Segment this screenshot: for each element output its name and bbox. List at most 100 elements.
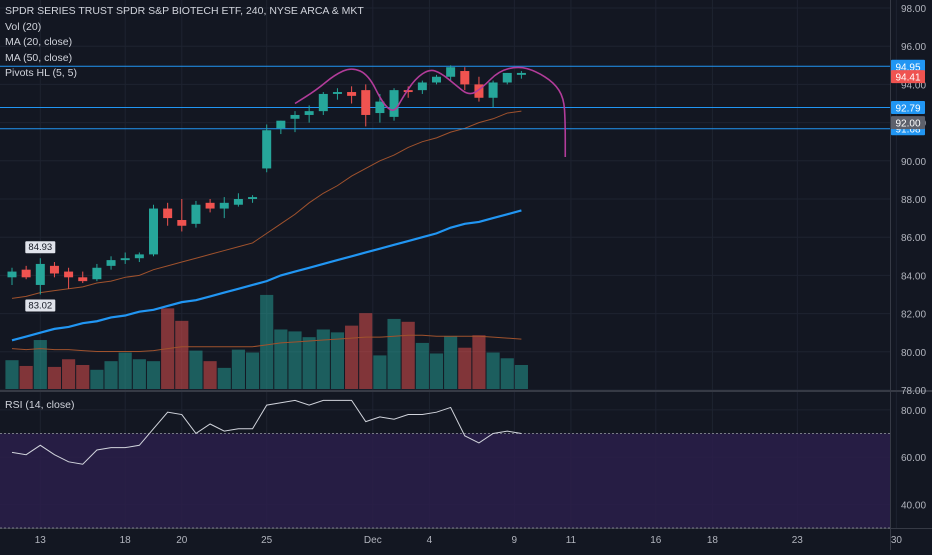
candle-body bbox=[163, 208, 173, 219]
indicator-pivots-label[interactable]: Pivots HL (5, 5) bbox=[5, 67, 77, 79]
volume-bar bbox=[245, 352, 260, 389]
volume-bar bbox=[189, 350, 203, 389]
price-tick-label: 90.00 bbox=[901, 157, 926, 168]
price-tick-label: 96.00 bbox=[901, 42, 926, 53]
time-tick-label: 9 bbox=[512, 535, 518, 546]
volume-bar bbox=[288, 331, 302, 389]
candle-body bbox=[375, 101, 385, 114]
horizontal-levels bbox=[0, 65, 890, 130]
ma20-line bbox=[11, 110, 522, 299]
volume-bar bbox=[359, 313, 373, 389]
price-axis: 98.00 96.00 94.00 92.00 90.00 88.00 86.00 84.00… bbox=[891, 4, 926, 397]
volume-bar bbox=[146, 361, 161, 389]
indicator-volume-label[interactable]: Vol (20) bbox=[5, 20, 42, 33]
volume-bar bbox=[19, 365, 33, 389]
volume-bar bbox=[486, 352, 500, 389]
volume-bar bbox=[345, 325, 359, 389]
candle-body bbox=[361, 90, 371, 115]
volume-bar bbox=[231, 349, 245, 389]
candle-body bbox=[35, 263, 45, 285]
price-level-badge-text: 92.79 bbox=[895, 104, 920, 115]
price-level-badge bbox=[891, 59, 925, 73]
price-level-badge-text: 94.95 bbox=[895, 62, 920, 73]
candle-body bbox=[205, 202, 215, 209]
price-tick-label: 78.00 bbox=[901, 386, 926, 397]
volume-bar bbox=[175, 320, 189, 389]
cup-and-handle-drawing bbox=[294, 66, 567, 157]
candle-body bbox=[191, 204, 201, 224]
price-tick-label: 82.00 bbox=[901, 310, 926, 321]
volume-bar bbox=[5, 360, 19, 389]
pivot-label-box bbox=[25, 299, 56, 312]
volume-bar bbox=[33, 340, 47, 389]
volume-bar bbox=[330, 332, 345, 389]
candle-body bbox=[318, 93, 328, 112]
time-tick-label: 25 bbox=[261, 535, 273, 546]
candle-body bbox=[120, 258, 130, 261]
chart-legend: SPDR SERIES TRUST SPDR S&P BIOTECH ETF, … bbox=[5, 4, 364, 82]
volume-bar bbox=[62, 359, 76, 389]
candle-body bbox=[502, 72, 512, 83]
volume-bar bbox=[472, 335, 486, 389]
candle-body bbox=[488, 82, 498, 98]
indicator-ma20-label[interactable]: MA (20, close) bbox=[5, 36, 73, 48]
volume-bar bbox=[373, 355, 387, 389]
volume-bar bbox=[514, 365, 528, 389]
candle-body bbox=[134, 254, 144, 259]
price-label-badge-text: 94.41 bbox=[895, 73, 920, 84]
time-axis: 13 18 20 25 Dec 4 9 11 16 18 23 30 bbox=[35, 535, 903, 546]
volume-bar bbox=[274, 329, 288, 389]
price-tick-label: 94.00 bbox=[901, 80, 926, 91]
candle-body bbox=[49, 265, 59, 274]
price-label-badge-text: 92.00 bbox=[895, 119, 920, 130]
candle-body bbox=[248, 197, 258, 199]
candle-body bbox=[347, 92, 357, 96]
pivot-label-text: 83.02 bbox=[28, 301, 52, 312]
volume-bar bbox=[429, 353, 444, 389]
volume-bar bbox=[302, 337, 316, 389]
candle-body bbox=[276, 120, 286, 129]
price-label-badge bbox=[891, 116, 925, 130]
volume-ma-line bbox=[11, 334, 522, 353]
time-tick-label: 23 bbox=[792, 535, 804, 546]
time-tick-label: 18 bbox=[707, 535, 719, 546]
candle-body bbox=[389, 90, 399, 117]
time-tick-label: 13 bbox=[35, 535, 47, 546]
rsi-pane-label[interactable]: RSI (14, close) bbox=[5, 399, 75, 411]
volume-bar bbox=[316, 329, 330, 389]
price-label-badge bbox=[891, 70, 925, 84]
candle-body bbox=[403, 90, 413, 93]
candle-body bbox=[290, 114, 300, 119]
candle-body bbox=[219, 202, 229, 209]
candle-body bbox=[149, 208, 158, 255]
candle-body bbox=[417, 82, 427, 91]
pivot-label-text: 84.93 bbox=[28, 242, 52, 253]
time-tick-label: 30 bbox=[891, 535, 903, 546]
volume-bar bbox=[203, 361, 217, 389]
indicator-ma50-label[interactable]: MA (50, close) bbox=[5, 51, 73, 64]
time-tick-label: 18 bbox=[120, 535, 132, 546]
price-level-badge-text: 91.68 bbox=[895, 125, 920, 136]
rsi-line bbox=[11, 399, 522, 465]
time-tick-label: 16 bbox=[650, 535, 662, 546]
candle-body bbox=[21, 269, 31, 278]
price-tick-label: 80.00 bbox=[901, 348, 926, 359]
candle-body bbox=[460, 71, 470, 85]
pivot-label-box bbox=[25, 241, 56, 254]
volume-bar bbox=[444, 336, 458, 389]
price-tick-label: 88.00 bbox=[901, 195, 926, 206]
candle-body bbox=[64, 271, 74, 278]
candle-body bbox=[78, 277, 88, 282]
time-tick-label: Dec bbox=[364, 535, 382, 546]
volume-bar bbox=[401, 321, 415, 389]
candle-body bbox=[177, 220, 187, 226]
price-level-badge bbox=[891, 101, 925, 115]
candle-body bbox=[7, 271, 17, 278]
rsi-band bbox=[0, 433, 890, 528]
ma50-line bbox=[11, 209, 522, 342]
candle-body bbox=[262, 130, 272, 169]
candles bbox=[7, 65, 526, 295]
price-tick-label: 84.00 bbox=[901, 271, 926, 282]
